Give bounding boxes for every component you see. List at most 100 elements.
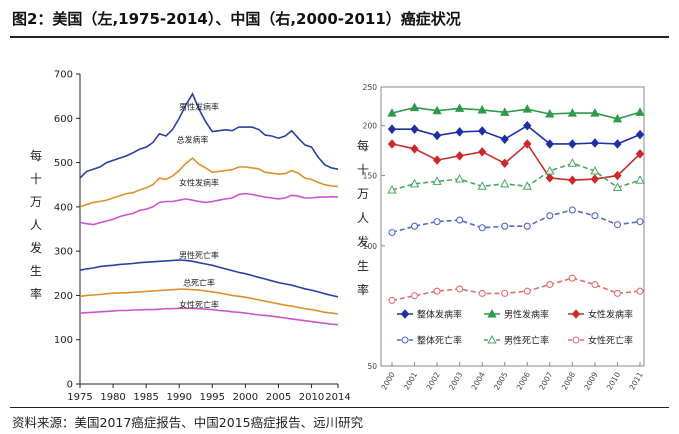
cn-x-tick-label: 2001 <box>402 370 419 391</box>
us-series-line <box>79 307 339 326</box>
cn-y-tick-label: 100 <box>363 242 378 251</box>
us-y-tick-label: 600 <box>54 114 73 125</box>
us-series-line <box>79 192 339 226</box>
cn-data-point <box>568 206 576 214</box>
source-note: 资料来源：美国2017癌症报告、中国2015癌症报告、远川研究 <box>12 415 364 430</box>
cn-y-axis-label-char: 万 <box>357 187 369 201</box>
cn-data-point <box>409 102 420 112</box>
cn-y-axis-label-char: 发 <box>357 234 369 249</box>
us-series-line <box>79 157 339 208</box>
cn-data-point <box>454 103 465 112</box>
cn-plot-frame <box>380 86 645 367</box>
us-series-label: 总死亡率 <box>183 278 215 288</box>
cn-x-tick-label: 2003 <box>447 370 464 391</box>
us-y-axis-label-char: 生 <box>30 264 42 278</box>
cn-x-tick-label: 2007 <box>537 370 554 391</box>
us-y-axis-label-char: 每 <box>30 148 42 163</box>
cn-legend-marker <box>571 309 581 319</box>
cn-data-point <box>455 151 464 161</box>
cn-data-point <box>613 139 622 149</box>
us-x-tick-label: 2000 <box>233 392 258 403</box>
cn-data-point <box>454 174 465 183</box>
cn-x-tick-label: 2002 <box>424 370 441 391</box>
us-y-axis-label-char: 十 <box>30 172 42 186</box>
figure-title: 图2：美国（左,1975-2014）、中国（右,2000-2011）癌症状况 <box>12 10 461 28</box>
cn-data-point <box>387 108 397 117</box>
us-y-tick-label: 500 <box>54 158 73 169</box>
cn-data-point <box>410 144 419 154</box>
cn-legend-label: 整体死亡率 <box>417 335 462 347</box>
us-series-label: 总发病率 <box>176 135 208 145</box>
cn-data-point <box>635 129 645 140</box>
cn-data-point <box>635 107 645 116</box>
cn-y-axis-label-char: 十 <box>357 163 369 177</box>
cn-data-point <box>635 175 645 184</box>
cn-legend-label: 女性死亡率 <box>588 335 633 347</box>
cn-data-point <box>568 175 577 185</box>
us-y-tick-label: 200 <box>54 291 73 302</box>
cn-x-tick-label: 2010 <box>605 370 622 391</box>
cn-data-point <box>635 149 645 159</box>
cn-data-point <box>500 158 509 169</box>
cn-data-point <box>523 139 532 149</box>
cn-data-point <box>387 139 397 149</box>
us-series-line <box>79 259 339 298</box>
cn-x-tick-label: 2011 <box>627 370 644 391</box>
cn-legend-marker <box>487 334 497 344</box>
us-series-line <box>79 288 339 315</box>
cn-data-point <box>501 222 509 230</box>
us-series-line <box>79 92 339 179</box>
cn-data-point <box>456 285 464 293</box>
cn-x-tick-label: 2005 <box>492 370 509 391</box>
us-y-tick-label: 0 <box>67 380 73 391</box>
cn-data-point <box>636 218 644 226</box>
cn-y-tick-label: 250 <box>363 83 378 92</box>
us-y-tick-label: 700 <box>54 70 73 81</box>
cn-data-point <box>433 287 441 295</box>
cn-x-tick-label: 2009 <box>582 370 599 391</box>
cn-legend-marker <box>401 336 409 344</box>
cn-legend-label: 整体发病率 <box>417 309 462 321</box>
cn-data-point <box>478 289 486 297</box>
cn-data-point <box>591 280 599 289</box>
us-x-tick-label: 1985 <box>133 392 158 403</box>
cn-y-axis-label-char: 率 <box>357 282 369 297</box>
cn-data-point <box>612 113 623 123</box>
cn-data-point <box>591 212 599 220</box>
us-series-label: 男性死亡率 <box>179 250 219 260</box>
cn-series-line <box>391 209 641 234</box>
cn-legend-label: 男性死亡率 <box>504 335 549 347</box>
cn-data-point <box>500 107 510 116</box>
cn-data-point <box>590 138 600 148</box>
cn-data-point <box>590 108 600 117</box>
cn-data-point <box>388 296 396 304</box>
cn-y-axis-label-char: 生 <box>357 259 369 273</box>
cn-data-point <box>545 139 554 149</box>
cn-x-tick-label: 2000 <box>379 370 396 391</box>
us-y-axis-label-char: 人 <box>30 218 42 232</box>
us-y-axis-label-char: 万 <box>30 195 42 209</box>
cn-data-point <box>433 218 441 226</box>
us-y-axis-label-char: 率 <box>30 286 42 301</box>
cn-series-line <box>392 124 641 145</box>
cn-data-point <box>478 224 486 232</box>
cn-data-point <box>523 287 531 295</box>
title-rule <box>10 36 669 38</box>
us-x-tick-label: 2010 <box>299 392 324 403</box>
cn-data-point <box>613 289 622 297</box>
cn-data-point <box>613 170 622 181</box>
cn-y-tick-label: 150 <box>363 172 378 181</box>
cn-data-point <box>545 108 555 118</box>
cn-data-point <box>478 147 487 157</box>
cn-data-point <box>388 228 396 237</box>
cn-data-point <box>545 173 554 183</box>
cn-data-point <box>387 124 397 134</box>
cn-data-point <box>409 178 420 188</box>
cn-data-point <box>432 176 442 185</box>
cn-data-point <box>500 134 509 144</box>
cn-data-point <box>477 181 487 190</box>
us-x-tick-label: 1975 <box>67 392 92 403</box>
cn-data-point <box>613 221 622 229</box>
us-x-tick-label: 1980 <box>100 392 125 403</box>
